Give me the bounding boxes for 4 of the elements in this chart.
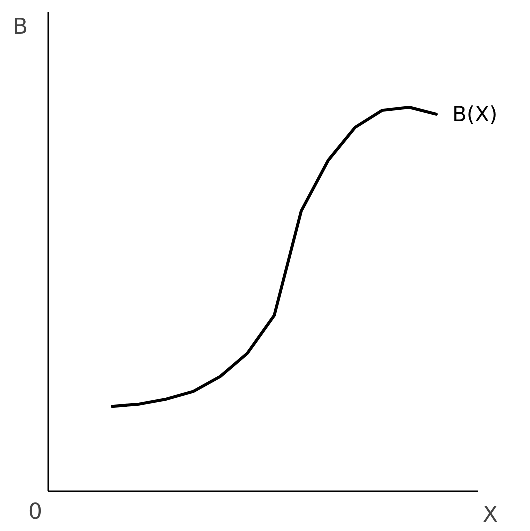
text: 0 [28, 500, 42, 525]
y-axis-title: B [12, 15, 28, 40]
series-label: B(X) [452, 102, 498, 126]
x-axis-title: X [482, 503, 498, 528]
